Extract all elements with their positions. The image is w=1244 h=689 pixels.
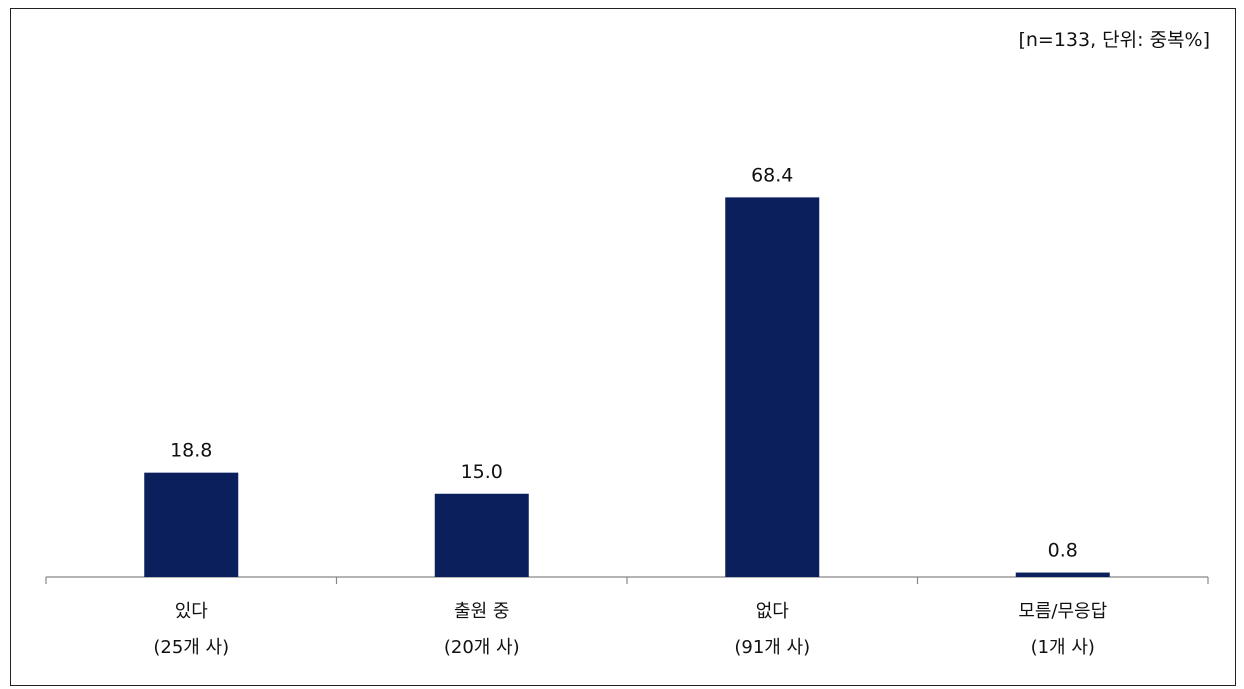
- unit-note: [n=133, 단위: 중복%]: [1018, 29, 1210, 51]
- category-count-0: (25개 사): [153, 637, 229, 658]
- bar-2: [725, 197, 820, 577]
- category-label-2: 없다: [756, 601, 790, 622]
- category-count-2: (91개 사): [734, 637, 810, 658]
- value-label-0: 18.8: [170, 440, 212, 462]
- x-axis: [45, 576, 1209, 584]
- bar-1: [434, 493, 529, 577]
- category-label-3: 모름/무응답: [1018, 601, 1107, 622]
- value-label-2: 68.4: [751, 164, 793, 186]
- labels: 18.8 있다 (25개 사) 15.0 출원 중 (20개 사) 68.4 없다 (91개 사…: [153, 164, 1107, 658]
- category-count-3: (1개 사): [1031, 637, 1095, 658]
- bars: [144, 197, 1110, 577]
- bar-3: [1015, 572, 1110, 577]
- category-label-0: 있다: [175, 601, 209, 622]
- category-label-1: 출원 중: [454, 601, 509, 622]
- value-label-1: 15.0: [461, 461, 503, 483]
- value-label-3: 0.8: [1048, 540, 1078, 562]
- category-count-1: (20개 사): [444, 637, 520, 658]
- bar-0: [144, 472, 239, 577]
